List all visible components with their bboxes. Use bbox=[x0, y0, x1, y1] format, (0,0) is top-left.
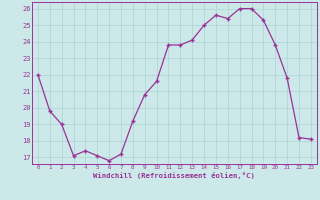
X-axis label: Windchill (Refroidissement éolien,°C): Windchill (Refroidissement éolien,°C) bbox=[93, 172, 255, 179]
